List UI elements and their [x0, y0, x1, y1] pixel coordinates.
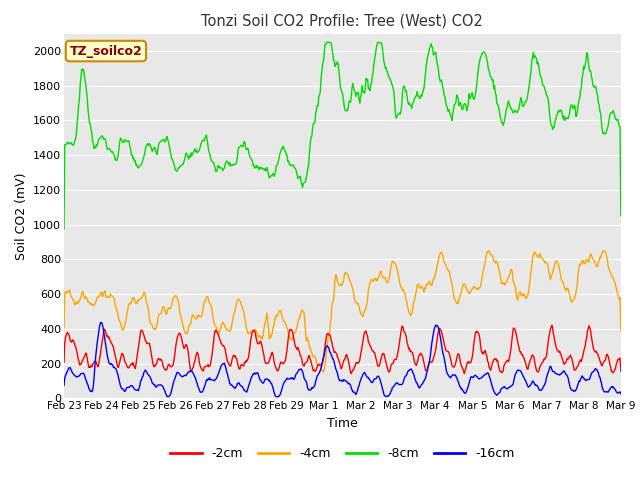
Title: Tonzi Soil CO2 Profile: Tree (West) CO2: Tonzi Soil CO2 Profile: Tree (West) CO2 [202, 13, 483, 28]
X-axis label: Time: Time [327, 417, 358, 430]
Legend: -2cm, -4cm, -8cm, -16cm: -2cm, -4cm, -8cm, -16cm [165, 442, 520, 465]
Y-axis label: Soil CO2 (mV): Soil CO2 (mV) [15, 172, 28, 260]
Text: TZ_soilco2: TZ_soilco2 [70, 45, 142, 58]
